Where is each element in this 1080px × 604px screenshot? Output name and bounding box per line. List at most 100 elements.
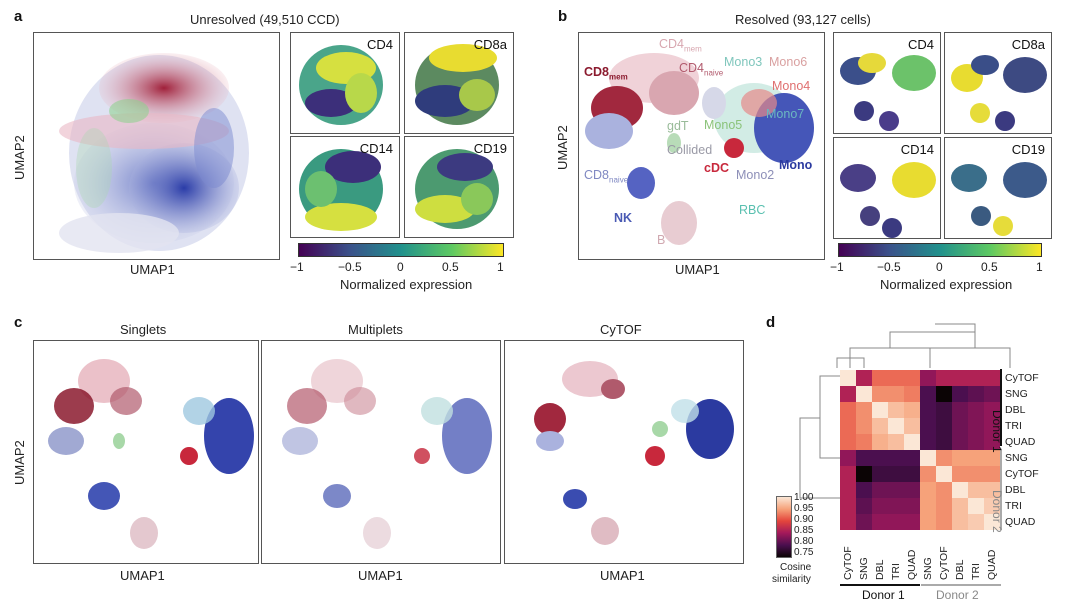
heatmap-cell — [888, 498, 904, 514]
heatmap-cell — [936, 434, 952, 450]
heatmap-cell — [872, 386, 888, 402]
heatmap-row-label: QUAD — [1005, 436, 1036, 448]
heatmap-cell — [856, 498, 872, 514]
heatmap-cell — [984, 402, 1000, 418]
cluster-label: Mono4 — [772, 79, 811, 93]
heatmap-cell — [920, 450, 936, 466]
panel-c-xlabel-1: UMAP1 — [120, 568, 165, 583]
panel-a-xlabel: UMAP1 — [130, 262, 175, 277]
hm-cbar-tick: 0.85 — [794, 525, 814, 536]
panel-c-singlets — [33, 340, 259, 564]
heatmap-cell — [984, 450, 1000, 466]
heatmap-cell — [872, 434, 888, 450]
cluster-label: CD8mem — [584, 65, 628, 82]
heatmap-cell — [920, 370, 936, 386]
heatmap-cell — [968, 498, 984, 514]
cluster-label: Collided — [667, 143, 713, 157]
heatmap-row-label: TRI — [1005, 420, 1022, 432]
panel-c-title-cytof: CyTOF — [600, 322, 642, 337]
cluster-label: cDC — [704, 161, 730, 175]
heatmap-cell — [984, 466, 1000, 482]
heatmap-cell — [872, 514, 888, 530]
cbar-b-tick-2: 0 — [936, 260, 943, 274]
cbar-b-tick-3: 0.5 — [981, 260, 998, 274]
heatmap-grid — [840, 370, 1000, 530]
heatmap-cell — [920, 498, 936, 514]
heatmap-row-label: SNG — [1005, 388, 1028, 400]
heatmap-col-label: QUAD — [986, 549, 998, 580]
panel-a-mini-cd19: CD19 — [404, 136, 514, 238]
heatmap-cell — [984, 514, 1000, 530]
heatmap-cell — [840, 418, 856, 434]
cluster-label: Mono — [779, 158, 813, 172]
heatmap-cell — [968, 466, 984, 482]
panel-label-a: a — [14, 8, 23, 25]
heatmap-cell — [904, 482, 920, 498]
heatmap-cell — [936, 466, 952, 482]
cbar-a-tick-4: 1 — [497, 260, 504, 274]
heatmap-col-label: CyTOF — [938, 546, 950, 580]
cluster-label: CD8naive — [584, 168, 629, 185]
heatmap-col-label: TRI — [890, 563, 902, 580]
heatmap-cell — [952, 434, 968, 450]
heatmap-cell — [904, 386, 920, 402]
mini-label: CD4 — [907, 37, 934, 52]
donor1-col-label: Donor 1 — [862, 588, 905, 602]
cluster-label: gdT — [667, 119, 689, 133]
heatmap-cell — [984, 498, 1000, 514]
heatmap-cell — [840, 370, 856, 386]
panel-a-title: Unresolved (49,510 CCD) — [190, 12, 340, 27]
hm-cbar-tick: 0.95 — [794, 503, 814, 514]
heatmap-cell — [936, 450, 952, 466]
panel-a-mini-cd8a: CD8a — [404, 32, 514, 134]
heatmap-cell — [936, 482, 952, 498]
panel-c-cytof — [504, 340, 744, 564]
heatmap-cell — [840, 434, 856, 450]
heatmap-cell — [952, 370, 968, 386]
heatmap-cell — [872, 498, 888, 514]
heatmap-dendrograms — [799, 323, 1011, 499]
heatmap-cell — [984, 386, 1000, 402]
heatmap-cell — [888, 450, 904, 466]
heatmap-cell — [904, 514, 920, 530]
mini-label: CD8a — [1011, 37, 1045, 52]
heatmap-cell — [856, 370, 872, 386]
heatmap-cell — [920, 402, 936, 418]
heatmap-cell — [920, 418, 936, 434]
heatmap-cell — [968, 370, 984, 386]
heatmap-cell — [920, 386, 936, 402]
heatmap-cell — [952, 418, 968, 434]
heatmap-cell — [840, 498, 856, 514]
panel-b-mini-cd14: CD14 — [833, 137, 941, 239]
heatmap-cell — [856, 418, 872, 434]
cluster-label: Mono6 — [769, 55, 808, 69]
heatmap-cell — [856, 402, 872, 418]
heatmap-cell — [936, 386, 952, 402]
heatmap-cell — [856, 514, 872, 530]
heatmap-row-label: SNG — [1005, 452, 1028, 464]
panel-c-xlabel-3: UMAP1 — [600, 568, 645, 583]
heatmap-cell — [984, 418, 1000, 434]
heatmap-cell — [888, 482, 904, 498]
heatmap-row-label: DBL — [1005, 404, 1026, 416]
hm-cbar-label-2: similarity — [772, 574, 811, 585]
hm-cbar-tick: 0.75 — [794, 547, 814, 558]
cluster-label: CD4mem — [659, 37, 702, 54]
heatmap-cell — [904, 466, 920, 482]
heatmap-cell — [936, 370, 952, 386]
heatmap-cell — [952, 498, 968, 514]
heatmap-cell — [968, 386, 984, 402]
panel-c-title-multiplets: Multiplets — [348, 322, 403, 337]
mini-label: CD19 — [473, 141, 507, 156]
cbar-a-tick-1: −0.5 — [338, 260, 362, 274]
heatmap-cell — [904, 450, 920, 466]
heatmap-cell — [872, 482, 888, 498]
heatmap-cell — [840, 450, 856, 466]
cbar-b-tick-0: −1 — [830, 260, 844, 274]
panel-b-title: Resolved (93,127 cells) — [735, 12, 871, 27]
heatmap-cell — [904, 434, 920, 450]
heatmap-cell — [888, 466, 904, 482]
cluster-label: NK — [614, 211, 633, 225]
heatmap-col-label: DBL — [874, 559, 886, 580]
cluster-label: Mono7 — [766, 107, 805, 121]
